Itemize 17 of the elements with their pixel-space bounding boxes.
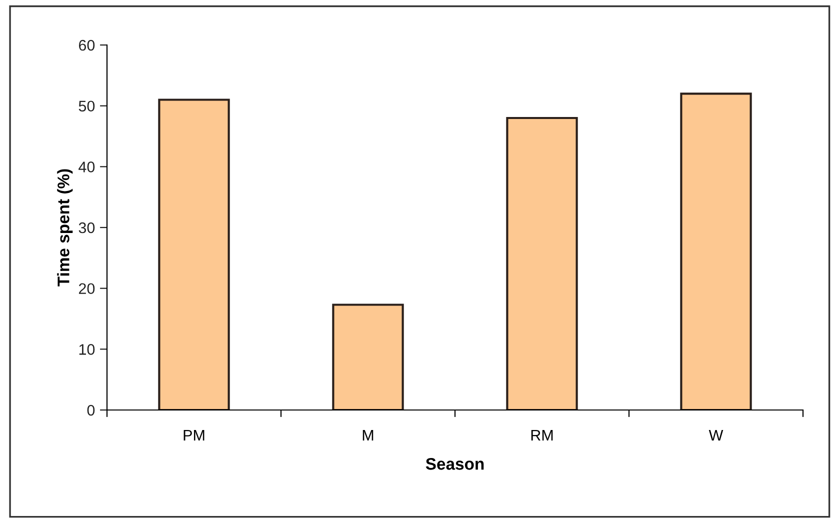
bar <box>680 92 752 410</box>
y-tick-label: 50 <box>78 100 95 112</box>
y-tick-label: 0 <box>87 404 95 416</box>
x-tick-label: M <box>362 430 374 441</box>
bar <box>506 116 578 410</box>
y-tick-label: 10 <box>79 344 95 355</box>
y-tick-label: 60 <box>78 40 95 51</box>
y-tick-label: 30 <box>78 222 95 234</box>
x-tick-label: PM <box>184 430 204 441</box>
y-tick-label: 20 <box>78 283 95 294</box>
bar <box>158 98 230 410</box>
x-axis-title: Season <box>426 458 484 470</box>
y-tick-label: 40 <box>78 162 95 172</box>
x-tick-label: W <box>708 430 724 441</box>
y-axis-title: Time spent (%) <box>57 169 73 286</box>
bar <box>332 304 404 410</box>
x-tick-label: RM <box>531 430 553 441</box>
